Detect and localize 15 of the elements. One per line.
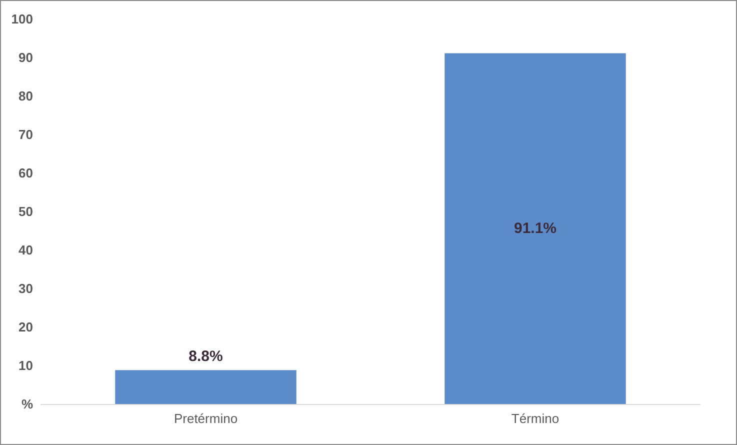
- y-tick-label: %: [21, 396, 34, 412]
- y-tick-label: 80: [18, 88, 33, 104]
- y-tick-label: 90: [18, 50, 33, 65]
- y-tick-label: 60: [18, 166, 33, 180]
- y-tick-label: 40: [18, 242, 33, 258]
- y-tick-label: 30: [18, 281, 33, 296]
- y-tick-label: 50: [18, 204, 33, 219]
- x-tick-label: Término: [511, 411, 560, 426]
- x-tick-label: Pretérmino: [174, 411, 238, 426]
- data-label: 8.8%: [188, 348, 223, 366]
- y-tick-label: 20: [18, 320, 33, 334]
- y-tick-label: 10: [18, 358, 33, 373]
- y-tick-label: 70: [18, 127, 33, 142]
- y-tick-label: 100: [11, 12, 33, 26]
- data-label: 91.1%: [514, 220, 557, 238]
